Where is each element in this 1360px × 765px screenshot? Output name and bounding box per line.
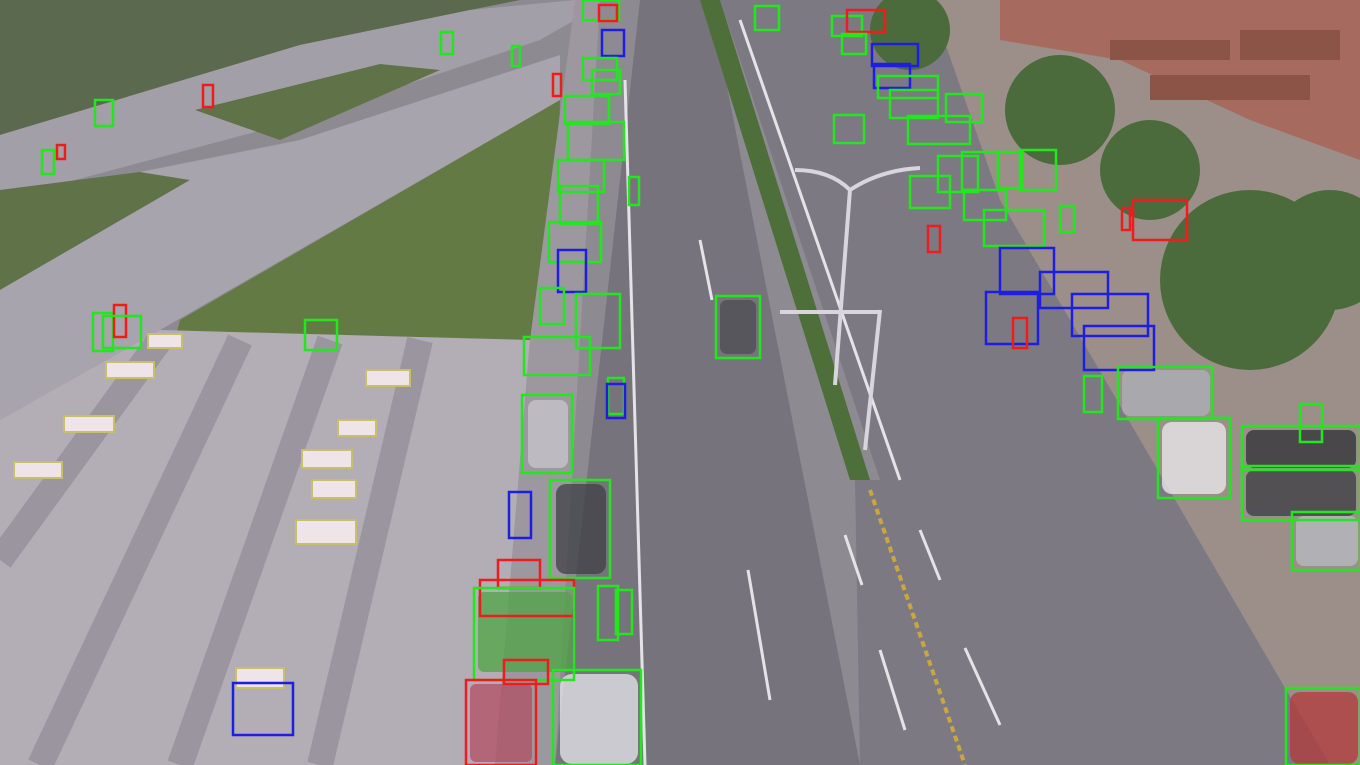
square-stripes	[0, 332, 433, 765]
green-detection-box	[581, 0, 621, 22]
street-lamp	[780, 166, 921, 451]
green-detection-box	[520, 393, 574, 475]
green-detection-box	[1058, 204, 1076, 234]
red-detection-box	[551, 72, 563, 98]
green-detection-box	[876, 74, 940, 100]
median-strip	[700, 0, 870, 480]
green-detection-box	[614, 588, 634, 636]
green-detection-box	[303, 318, 339, 352]
green-detection-box	[596, 584, 620, 642]
green-detection-box	[960, 150, 1000, 192]
green-detection-box	[439, 30, 455, 56]
green-detection-box	[1290, 510, 1360, 572]
green-detection-box	[906, 114, 972, 146]
red-detection-box	[597, 3, 619, 23]
red-detection-box	[112, 303, 128, 339]
red-detection-box	[926, 224, 942, 254]
green-detection-box	[551, 668, 643, 765]
green-detection-box	[522, 335, 592, 377]
green-detection-box	[840, 32, 868, 56]
blue-detection-box	[605, 382, 627, 420]
blue-detection-box	[1082, 324, 1156, 372]
green-detection-box	[566, 120, 626, 162]
green-detection-box	[563, 94, 611, 126]
red-detection-box	[478, 578, 576, 618]
green-detection-box	[590, 68, 622, 96]
green-detection-box	[936, 154, 980, 194]
green-detection-box	[1018, 148, 1058, 192]
blue-detection-box	[231, 681, 295, 737]
green-detection-box	[538, 286, 566, 326]
green-detection-box	[996, 150, 1024, 190]
green-detection-box	[908, 174, 952, 210]
blue-detection-box	[1070, 292, 1150, 338]
green-detection-box	[1156, 416, 1232, 500]
center-yellow-line	[868, 489, 967, 765]
road-left	[555, 0, 860, 765]
green-detection-box	[1082, 374, 1104, 414]
blue-detection-box	[1038, 270, 1110, 310]
green-detection-box	[93, 98, 115, 128]
green-detection-box	[510, 44, 522, 68]
road-right	[720, 0, 1330, 765]
green-detection-box	[753, 4, 781, 32]
green-detection-box	[714, 294, 762, 360]
green-detection-box	[832, 113, 866, 145]
green-detection-box	[944, 92, 984, 124]
lawn-upper	[195, 64, 440, 140]
green-detection-box	[548, 478, 612, 580]
lawn-main	[175, 100, 560, 340]
green-detection-box	[556, 158, 606, 194]
red-detection-box	[502, 658, 550, 686]
pedicabs	[13, 333, 411, 689]
green-detection-box	[982, 208, 1046, 248]
green-detection-box	[1298, 402, 1324, 444]
red-detection-box	[1120, 206, 1132, 232]
green-detection-box	[627, 175, 641, 207]
red-detection-box	[1011, 316, 1029, 350]
green-detection-box	[1116, 365, 1214, 421]
green-detection-box	[101, 314, 143, 350]
red-detection-box	[845, 8, 887, 34]
lane-markings	[623, 19, 1002, 765]
shrubland	[0, 0, 520, 135]
green-detection-box	[888, 88, 940, 120]
red-detection-box	[201, 83, 215, 109]
blue-detection-box	[507, 490, 533, 540]
blue-detection-box	[600, 28, 626, 58]
red-detection-box	[496, 558, 542, 590]
red-detection-box	[1131, 198, 1189, 242]
village-details	[1110, 30, 1340, 100]
lawn-left	[0, 172, 190, 290]
red-detection-box	[55, 143, 67, 161]
green-detection-box	[1284, 686, 1360, 765]
red-detection-box	[464, 678, 538, 765]
vehicle-impressions	[470, 300, 1358, 764]
green-detection-box	[1240, 424, 1360, 472]
blue-detection-box	[556, 248, 588, 294]
trees-right	[870, 0, 1360, 370]
green-detection-box	[1240, 464, 1360, 522]
green-detection-box	[547, 220, 603, 264]
green-detection-box	[574, 292, 622, 350]
green-detection-box	[558, 184, 600, 226]
green-detection-box	[40, 148, 56, 176]
blue-detection-box	[870, 42, 920, 68]
green-detection-box	[472, 586, 576, 682]
paved-square	[0, 330, 530, 765]
